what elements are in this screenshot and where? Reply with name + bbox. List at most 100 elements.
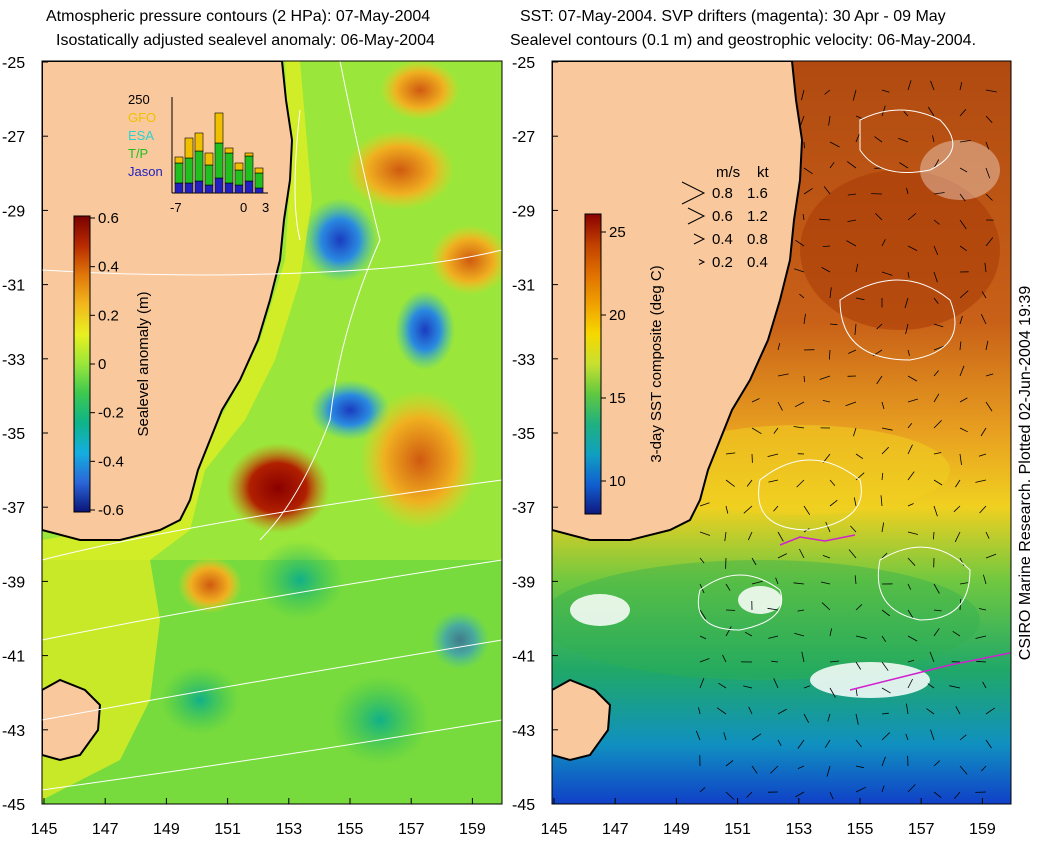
velocity-legend: m/s kt 0.8 1.6 0.6 1.2 0.4 0.8 0.2 0.4 bbox=[681, 164, 770, 271]
velocity-arrow bbox=[795, 239, 805, 247]
velocity-arrow bbox=[827, 713, 831, 722]
right-lon-label: 149 bbox=[663, 821, 690, 838]
velocity-arrow bbox=[881, 785, 885, 793]
velocity-arrow bbox=[898, 137, 909, 143]
velocity-arrow bbox=[881, 609, 891, 617]
velocity-arrow bbox=[800, 115, 805, 126]
velocity-arrow bbox=[847, 219, 857, 222]
eddy-warm-e bbox=[430, 225, 502, 295]
right-map bbox=[552, 61, 1011, 804]
velocity-arrow bbox=[799, 293, 805, 299]
velocity-arrow bbox=[985, 89, 997, 93]
right-lon-label: 145 bbox=[541, 821, 568, 838]
velocity-arrow bbox=[933, 159, 940, 169]
right-lat-label: -41 bbox=[512, 649, 535, 666]
velocity-arrow bbox=[855, 765, 864, 769]
velocity-arrow bbox=[907, 271, 910, 279]
velocity-arrow bbox=[855, 297, 865, 301]
left-lat-label: -29 bbox=[2, 203, 25, 220]
velocity-arrow bbox=[981, 765, 987, 772]
velocity-arrow bbox=[855, 739, 862, 748]
velocity-arrow bbox=[777, 708, 787, 715]
inset-legend-jason: Jason bbox=[128, 164, 163, 179]
velocity-arrow bbox=[829, 349, 831, 360]
velocity-arrow bbox=[829, 791, 834, 800]
inset-bar-segment bbox=[224, 152, 234, 184]
velocity-arrow bbox=[773, 505, 779, 512]
inset-bar-segment bbox=[254, 187, 264, 194]
eddy-cold-s bbox=[430, 610, 490, 670]
velocity-arrow bbox=[959, 315, 963, 325]
velocity-arrow bbox=[933, 420, 942, 429]
velocity-arrow bbox=[699, 609, 707, 620]
velocity-arrow bbox=[855, 687, 858, 697]
velocity-arrow bbox=[932, 135, 935, 143]
velocity-arrow bbox=[743, 505, 753, 514]
velocity-arrow bbox=[854, 575, 857, 585]
velocity-arrow bbox=[904, 297, 909, 309]
velocity-arrow bbox=[725, 760, 734, 767]
eddy-cold-north bbox=[302, 198, 378, 282]
right-lat-label: -35 bbox=[512, 426, 535, 443]
inset-bar-segment bbox=[214, 112, 224, 144]
velocity-arrow bbox=[848, 349, 857, 354]
velocity-arrow bbox=[848, 549, 857, 559]
velocity-arrow bbox=[959, 290, 969, 299]
velocity-arrow bbox=[984, 262, 987, 273]
velocity-arrow bbox=[959, 82, 963, 91]
velocity-arrow bbox=[907, 423, 913, 429]
velocity-arrow bbox=[751, 765, 758, 774]
right-colorbar-label: 3-day SST composite (deg C) bbox=[648, 265, 665, 462]
velocity-arrow bbox=[803, 685, 811, 689]
velocity-arrow bbox=[959, 427, 968, 433]
velocity-arrow bbox=[847, 193, 857, 196]
velocity-arrow bbox=[906, 187, 909, 195]
velocity-arrow bbox=[855, 604, 863, 611]
velocity-arrow bbox=[829, 499, 838, 507]
velocity-arrow bbox=[952, 630, 961, 637]
right-lon-label: 155 bbox=[847, 821, 874, 838]
inset-bar-segment bbox=[204, 164, 214, 186]
eddy-warm-n bbox=[380, 61, 460, 120]
velocity-arrow bbox=[829, 628, 832, 637]
velocity-arrow bbox=[718, 682, 727, 689]
velocity-arrow bbox=[881, 472, 884, 481]
sst-cloud-3 bbox=[738, 586, 782, 614]
velocity-arrow bbox=[955, 479, 961, 488]
velocity-arrow bbox=[881, 446, 889, 455]
velocity-arrow bbox=[822, 400, 831, 403]
sealevel-contour-2 bbox=[839, 279, 956, 361]
right-lat-label: -29 bbox=[512, 203, 535, 220]
left-lon-label: 149 bbox=[153, 821, 180, 838]
velocity-arrow bbox=[979, 505, 987, 514]
velocity-arrow bbox=[725, 791, 735, 800]
velocity-arrow bbox=[907, 531, 918, 535]
velocity-arrow bbox=[777, 531, 784, 542]
velocity-arrow bbox=[985, 707, 996, 715]
left-contour-6 bbox=[259, 61, 381, 541]
velocity-arrow bbox=[933, 628, 940, 637]
velocity-arrow bbox=[799, 548, 805, 559]
inset-bar-segment bbox=[194, 180, 204, 194]
sst-cloud-1 bbox=[810, 662, 930, 698]
velocity-arrow bbox=[801, 651, 805, 663]
left-lat-label: -35 bbox=[2, 426, 25, 443]
inset-bar-segment bbox=[254, 167, 264, 174]
velocity-arrow bbox=[716, 707, 727, 715]
velocity-arrow bbox=[725, 583, 731, 591]
velocity-arrow bbox=[927, 683, 935, 689]
velocity-arrow bbox=[751, 557, 757, 566]
velocity-arrow bbox=[907, 375, 918, 382]
right-colorbar-tick-label: 20 bbox=[609, 307, 626, 324]
inset-bar-segment bbox=[234, 162, 244, 171]
inset-bars bbox=[174, 112, 264, 194]
axes-labels: -25 -25 -27 -27 -29 -29 -31 -31 -33 -33 -35 -35 -37 -… bbox=[2, 55, 996, 838]
velocity-arrow bbox=[985, 193, 993, 201]
velocity-arrow bbox=[954, 531, 961, 543]
velocity-arrow bbox=[829, 287, 832, 299]
velocity-arrow bbox=[699, 635, 707, 640]
velocity-arrow bbox=[751, 427, 762, 435]
inset-bar-segment bbox=[184, 157, 194, 184]
velocity-arrow bbox=[907, 583, 912, 590]
eddy-teal-3 bbox=[160, 665, 240, 735]
